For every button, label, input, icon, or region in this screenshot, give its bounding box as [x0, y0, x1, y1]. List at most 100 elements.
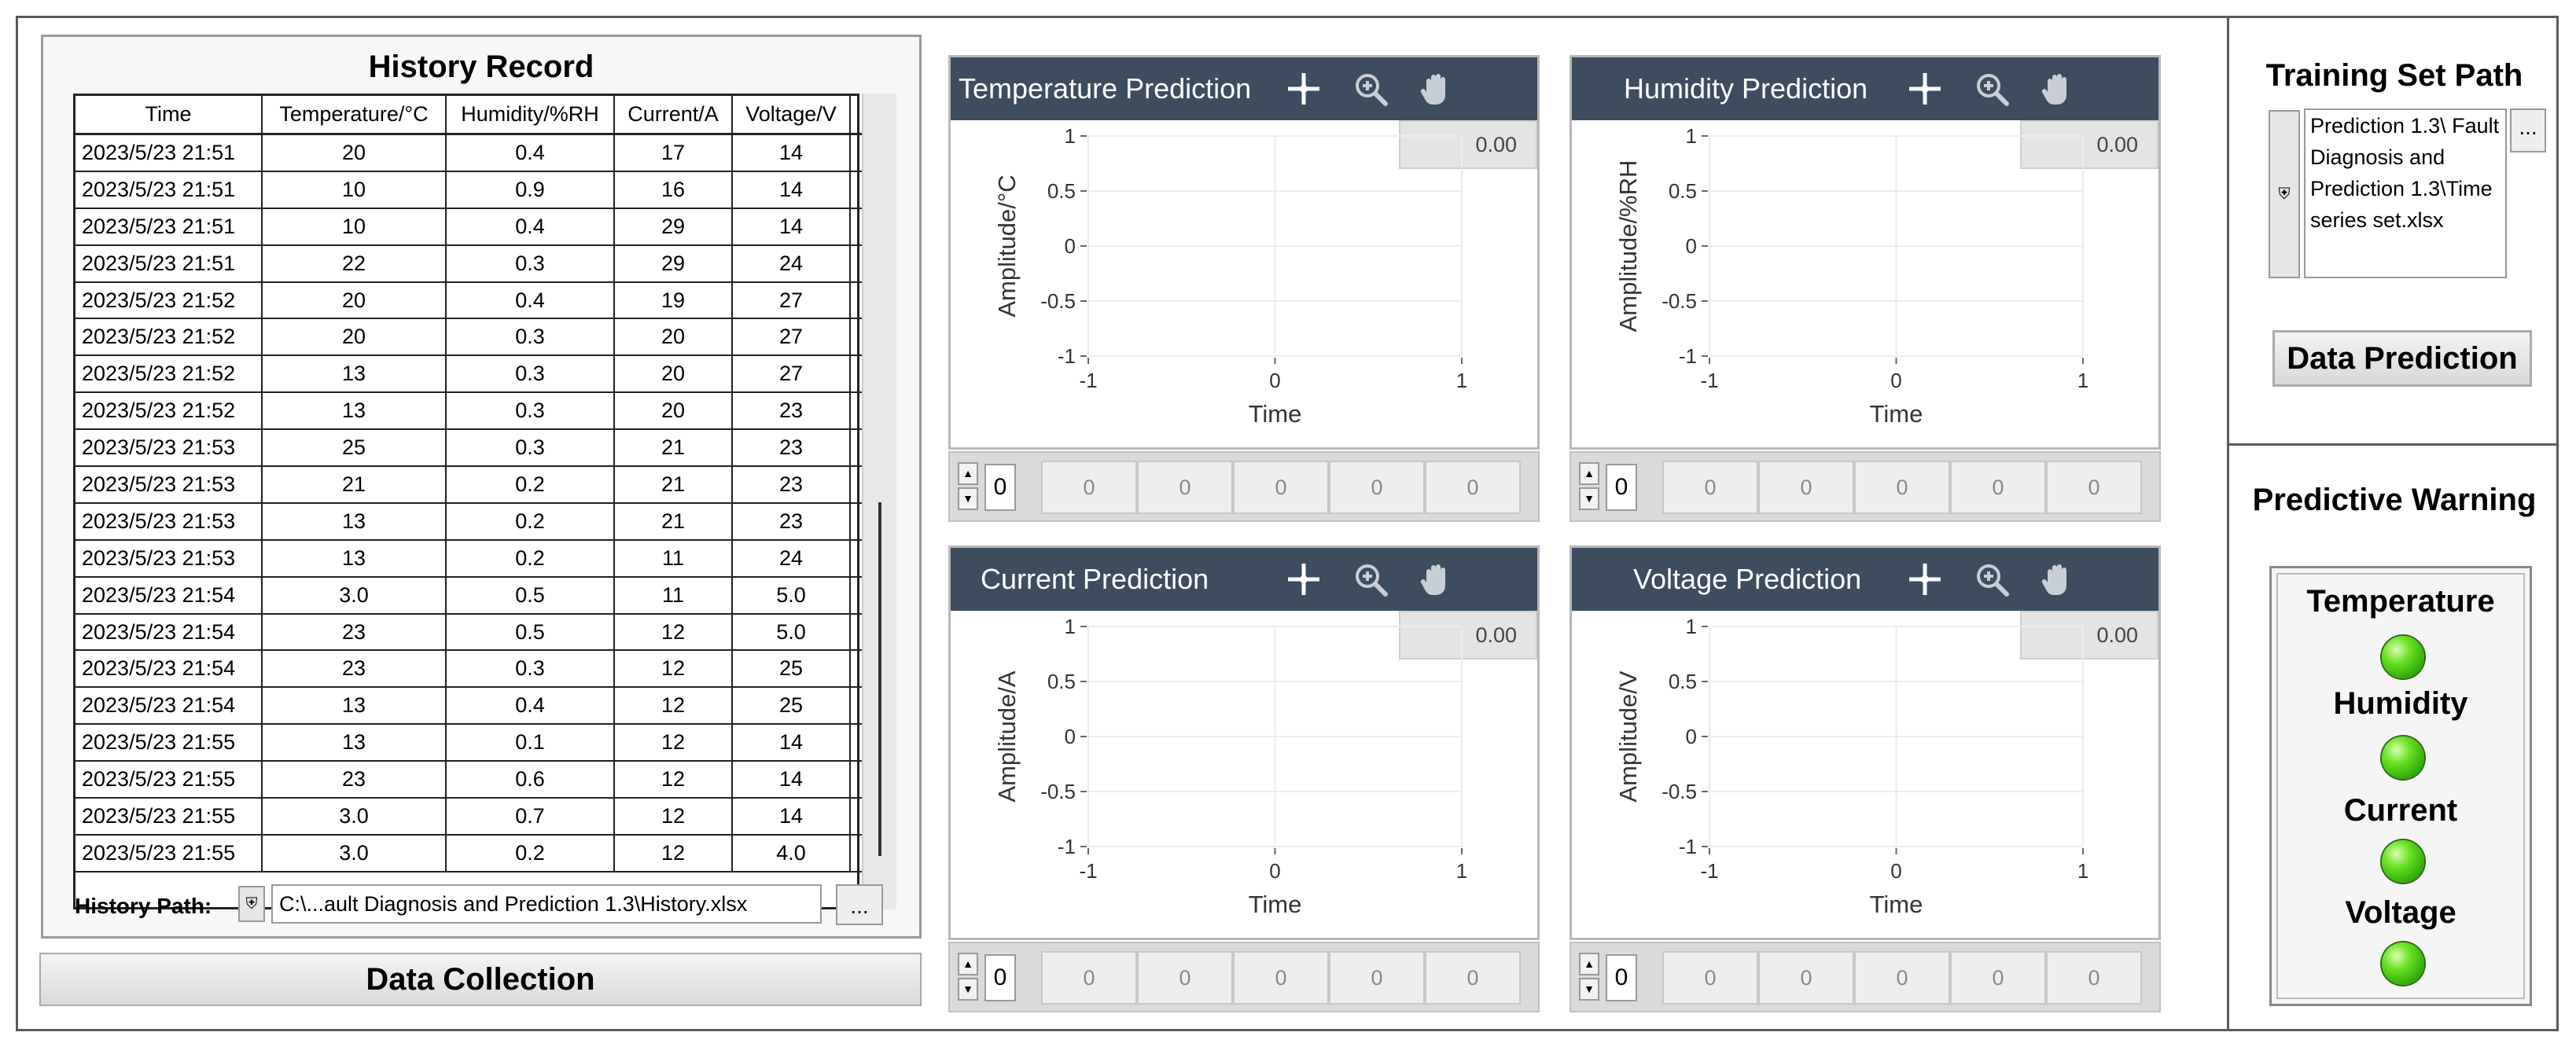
table-row[interactable]: 2023/5/23 21:52 13 0.3 20 23 [75, 393, 862, 431]
pan-hand-icon[interactable] [2038, 560, 2076, 598]
stepper-up-icon[interactable]: ▲ [958, 953, 978, 975]
history-browse-button[interactable]: ... [836, 884, 883, 925]
table-row[interactable]: 2023/5/23 21:53 21 0.2 21 23 [75, 467, 862, 504]
crosshair-cursor-icon[interactable] [1285, 560, 1323, 598]
array-value-cell[interactable]: 0 [1137, 461, 1233, 514]
data-collection-button[interactable]: Data Collection [39, 953, 922, 1006]
pan-hand-icon[interactable] [2038, 70, 2076, 108]
table-row[interactable]: 2023/5/23 21:52 13 0.3 20 27 [75, 356, 862, 394]
table-row[interactable]: 2023/5/23 21:55 3.0 0.7 12 14 [75, 799, 862, 836]
table-row[interactable]: 2023/5/23 21:51 10 0.4 29 14 [75, 208, 862, 246]
array-value-cell[interactable]: 0 [1662, 461, 1758, 514]
array-value-cell[interactable]: 0 [1950, 951, 2046, 1005]
stepper-up-icon[interactable]: ▲ [1579, 462, 1599, 485]
array-index-field[interactable]: 0 [984, 464, 1016, 511]
array-index-field[interactable]: 0 [1606, 464, 1637, 511]
zoom-icon[interactable] [1973, 560, 2011, 598]
table-row[interactable]: 2023/5/23 21:54 23 0.3 12 25 [75, 651, 862, 689]
table-row[interactable]: 2023/5/23 21:54 3.0 0.5 11 5.0 [75, 577, 862, 615]
array-value-cell[interactable]: 0 [1425, 951, 1521, 1005]
zoom-icon[interactable] [1352, 560, 1389, 598]
data-prediction-button[interactable]: Data Prediction [2272, 330, 2532, 387]
humidity-prediction-chart[interactable]: Humidity Prediction 0.00 1 0.5 0 -0.5 -1 -1 0 1 T… [1570, 55, 2161, 450]
plot-area[interactable]: 1 0.5 0 -0.5 -1-1 0 1 Time Amplitude/V [1572, 611, 2158, 938]
scrollbar-thumb[interactable] [878, 502, 881, 856]
table-row[interactable]: 2023/5/23 21:55 3.0 0.2 12 4.0 [75, 835, 862, 872]
training-path-folder-icon[interactable]: ⛨ [2269, 110, 2300, 278]
zoom-icon[interactable] [1973, 70, 2011, 108]
crosshair-cursor-icon[interactable] [1285, 70, 1323, 108]
array-index-field[interactable]: 0 [984, 954, 1016, 1001]
time-cell: 2023/5/23 21:53 [75, 467, 263, 502]
table-scrollbar[interactable] [862, 94, 896, 909]
array-value-cell[interactable]: 0 [1329, 951, 1425, 1005]
table-row[interactable]: 2023/5/23 21:54 13 0.4 12 25 [75, 688, 862, 726]
index-stepper[interactable]: ▲ ▼ [958, 953, 980, 1003]
crosshair-cursor-icon[interactable] [1906, 560, 1944, 598]
table-row[interactable]: 2023/5/23 21:54 23 0.5 12 5.0 [75, 614, 862, 652]
stepper-up-icon[interactable]: ▲ [958, 462, 978, 485]
zoom-icon[interactable] [1352, 70, 1389, 108]
stepper-up-icon[interactable]: ▲ [1579, 953, 1599, 975]
history-path-folder-icon[interactable]: ⛨ [238, 886, 265, 922]
table-row[interactable]: 2023/5/23 21:55 13 0.1 12 14 [75, 725, 862, 762]
x-axis-label: Time [1249, 400, 1302, 428]
table-row[interactable]: 2023/5/23 21:51 22 0.3 29 24 [75, 245, 862, 283]
array-value-cell[interactable]: 0 [1758, 951, 1854, 1005]
plot-area[interactable]: 1 0.5 0 -0.5 -1-1 0 1 Time Amplitude/%RH [1572, 120, 2158, 447]
pan-hand-icon[interactable] [1417, 560, 1455, 598]
training-path-field[interactable]: Prediction 1.3\ Fault Diagnosis and Pred… [2304, 108, 2507, 278]
table-row[interactable]: 2023/5/23 21:53 13 0.2 11 24 [75, 540, 862, 578]
table-row[interactable]: 2023/5/23 21:51 10 0.9 16 14 [75, 171, 862, 209]
temperature-cell: 13 [263, 356, 447, 392]
training-browse-button[interactable]: ... [2510, 108, 2546, 152]
array-value-cell[interactable]: 0 [1041, 461, 1137, 514]
y-tick-label: 0.5 [1669, 670, 1697, 693]
table-row[interactable]: 2023/5/23 21:52 20 0.3 20 27 [75, 319, 862, 357]
table-row[interactable]: 2023/5/23 21:55 23 0.6 12 14 [75, 762, 862, 799]
stepper-down-icon[interactable]: ▼ [958, 978, 978, 1001]
x-tick-label: -1 [1079, 859, 1097, 883]
stepper-down-icon[interactable]: ▼ [958, 487, 978, 510]
table-row[interactable]: 2023/5/23 21:53 13 0.2 21 23 [75, 503, 862, 541]
history-path-field[interactable]: C:\...ault Diagnosis and Prediction 1.3\… [271, 884, 822, 924]
index-stepper[interactable]: ▲ ▼ [1579, 462, 1601, 512]
plot-area[interactable]: 1 0.5 0 -0.5 -1-1 0 1 Time Amplitude/A [951, 611, 1537, 938]
humidity-cell: 0.3 [447, 356, 615, 392]
array-value-cell[interactable]: 0 [1854, 951, 1950, 1005]
temperature-prediction-chart[interactable]: Temperature Prediction 0.00 1 0.5 0 -0.5 -1 -1… [948, 55, 1540, 450]
array-value-cell[interactable]: 0 [2046, 951, 2142, 1005]
crosshair-cursor-icon[interactable] [1906, 70, 1944, 108]
array-value-cell[interactable]: 0 [1041, 951, 1137, 1005]
array-value-cell[interactable]: 0 [1329, 461, 1425, 514]
voltage-prediction-chart[interactable]: Voltage Prediction 0.00 1 0.5 0 -0.5 -1 -1 0 1 Ti… [1570, 546, 2161, 940]
voltage-cell: 27 [733, 282, 851, 318]
history-table[interactable]: Time Temperature/°C Humidity/%RH Current… [73, 94, 896, 909]
index-stepper[interactable]: ▲ ▼ [958, 462, 980, 512]
index-stepper[interactable]: ▲ ▼ [1579, 953, 1601, 1003]
stepper-down-icon[interactable]: ▼ [1579, 487, 1599, 510]
current-cell: 11 [615, 540, 733, 576]
array-value-cell[interactable]: 0 [1137, 951, 1233, 1005]
table-row[interactable]: 2023/5/23 21:52 20 0.4 19 27 [75, 282, 862, 320]
humidity-cell: 0.5 [447, 577, 615, 613]
array-value-cell[interactable]: 0 [1233, 461, 1329, 514]
array-value-cell[interactable]: 0 [1425, 461, 1521, 514]
current-prediction-chart[interactable]: Current Prediction 0.00 1 0.5 0 -0.5 -1 -1 0 1 Ti… [948, 546, 1540, 940]
pan-hand-icon[interactable] [1417, 70, 1455, 108]
array-value-cell[interactable]: 0 [1233, 951, 1329, 1005]
table-row[interactable]: 2023/5/23 21:53 25 0.3 21 23 [75, 430, 862, 468]
array-index-field[interactable]: 0 [1606, 954, 1637, 1001]
plot-area[interactable]: 1 0.5 0 -0.5 -1-1 0 1 Time Amplitude/°C [951, 120, 1537, 447]
stepper-down-icon[interactable]: ▼ [1579, 978, 1599, 1001]
column-header-current: Current/A [615, 96, 733, 133]
array-value-cell[interactable]: 0 [1854, 461, 1950, 514]
array-value-cell[interactable]: 0 [2046, 461, 2142, 514]
table-row[interactable]: 2023/5/23 21:51 20 0.4 17 14 [75, 135, 862, 172]
array-value-cell[interactable]: 0 [1662, 951, 1758, 1005]
array-value-cell[interactable]: 0 [1758, 461, 1854, 514]
array-value-cell[interactable]: 0 [1950, 461, 2046, 514]
current-cell: 12 [615, 762, 733, 798]
